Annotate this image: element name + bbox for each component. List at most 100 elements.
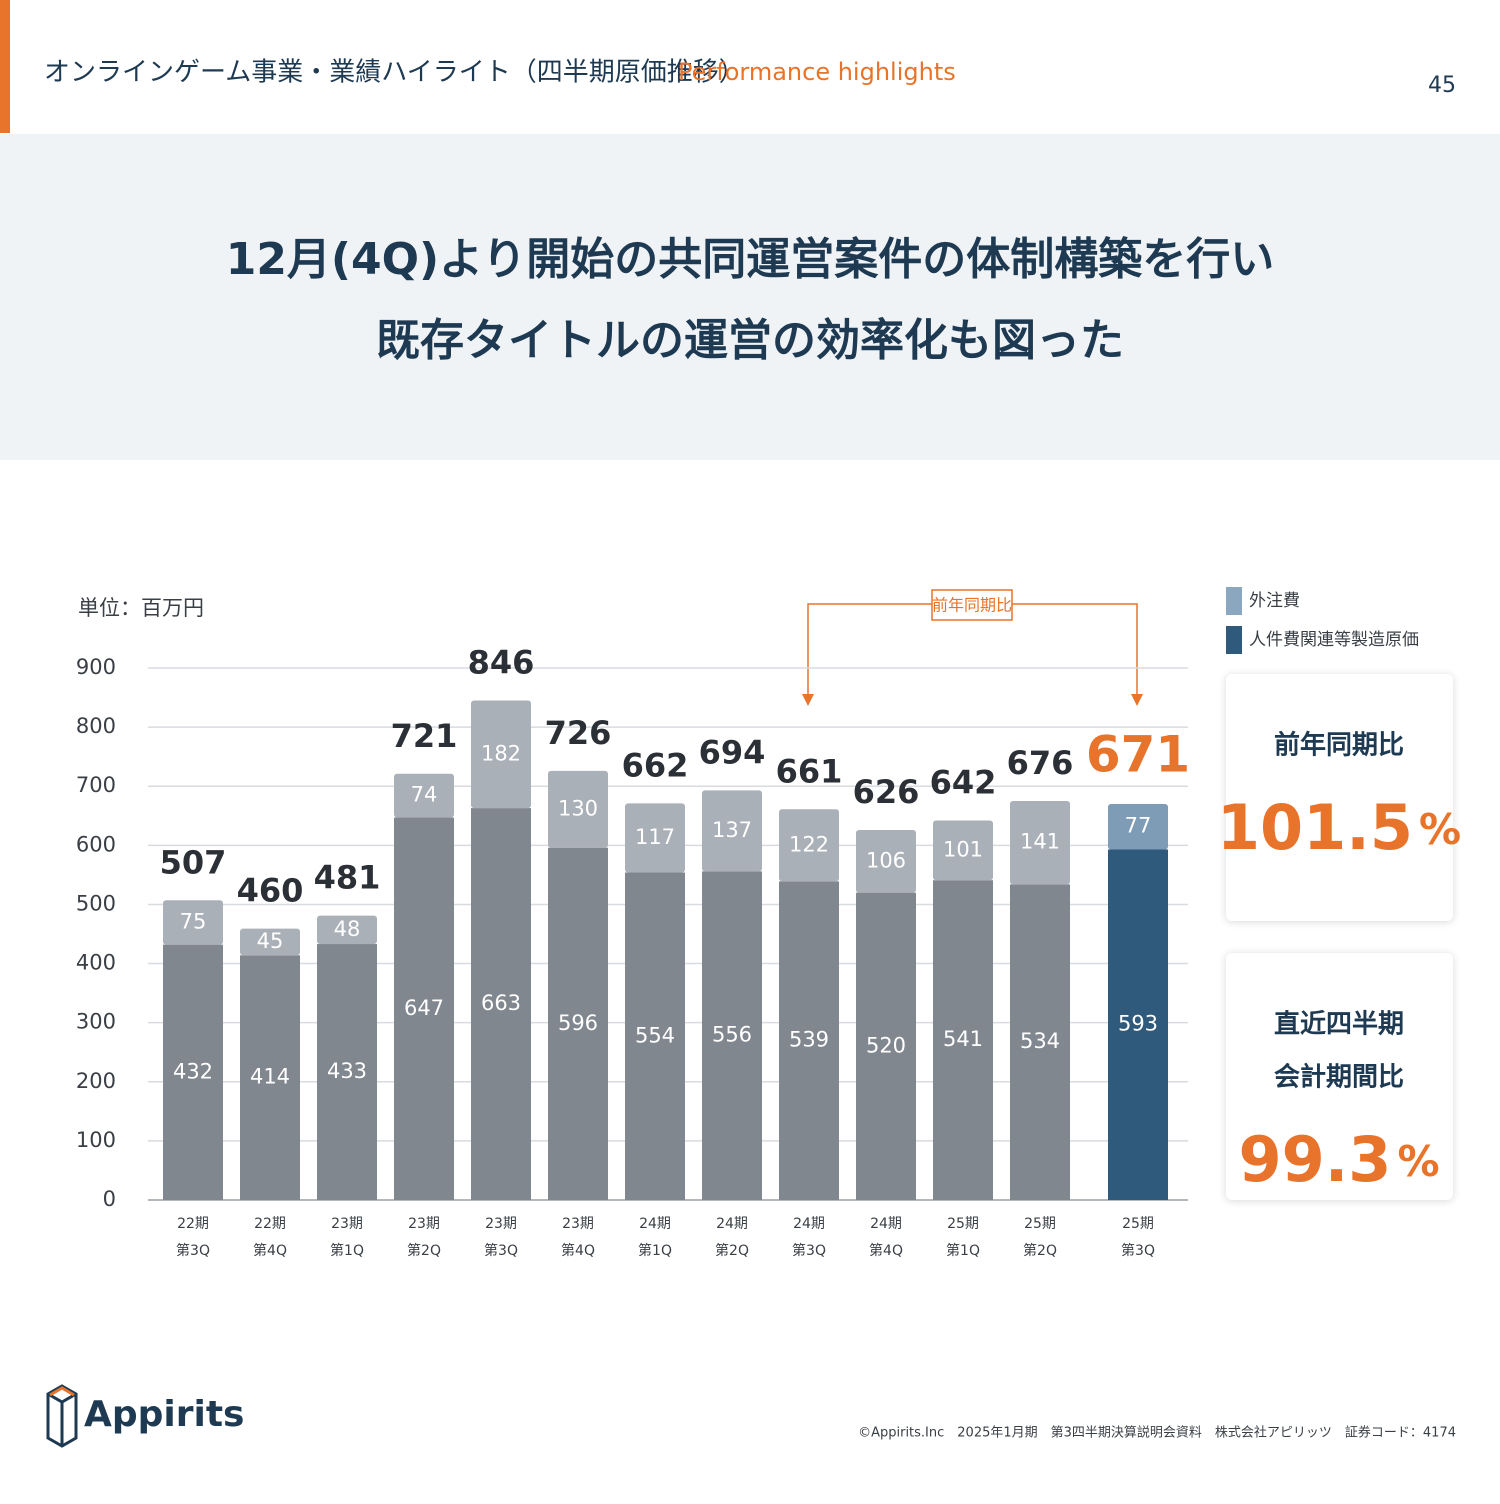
logo: Appirits [46, 1384, 244, 1448]
slide-title: オンラインゲーム事業・業績ハイライト（四半期原価推移） [44, 58, 745, 88]
legend-swatch [1226, 587, 1242, 615]
x-tick-label: 第1Q [330, 1242, 364, 1259]
kpi-value-line: 101.5% [1217, 791, 1461, 864]
legend-label: 外注費 [1249, 591, 1300, 611]
segment-label: 534 [1020, 1029, 1060, 1053]
y-tick-label: 500 [76, 891, 116, 915]
bar-segment [1010, 884, 1070, 1200]
x-tick-label: 25期 [947, 1216, 979, 1232]
bar-segment [1108, 803, 1168, 850]
legend-label: 人件費関連等製造原価 [1249, 630, 1419, 650]
kpi-label: 会計期間比 [1274, 1062, 1404, 1093]
x-tick-label: 24期 [793, 1216, 825, 1232]
x-tick-label: 25期 [1024, 1216, 1056, 1232]
x-tick-label: 第3Q [176, 1242, 210, 1259]
x-tick-label: 24期 [716, 1216, 748, 1232]
total-label: 721 [391, 717, 458, 755]
logo-accent [49, 1386, 75, 1397]
bar-segment [856, 892, 916, 1200]
total-label: 662 [622, 746, 689, 784]
y-tick-label: 600 [76, 832, 116, 856]
bar-segment [471, 808, 531, 1200]
x-tick-label: 23期 [408, 1216, 440, 1232]
bar-segment [240, 955, 300, 1200]
arrow-heads [802, 694, 1143, 706]
bar-segment [548, 770, 608, 848]
bar-segment [702, 790, 762, 872]
total-label: 671 [1086, 725, 1190, 783]
segment-label: 539 [789, 1028, 829, 1052]
kpi-label: 前年同期比 [1274, 730, 1404, 761]
headline: 既存タイトルの運営の効率化も図った [376, 315, 1124, 366]
segment-label: 520 [866, 1033, 906, 1057]
bar-segment [317, 915, 377, 945]
bar-segment [471, 700, 531, 809]
x-tick-label: 23期 [331, 1216, 363, 1232]
segment-label: 130 [558, 796, 598, 820]
x-tick-label: 23期 [562, 1216, 594, 1232]
x-tick-label: 24期 [870, 1216, 902, 1232]
bar-segment [702, 871, 762, 1200]
x-tick-label: 第4Q [561, 1242, 595, 1259]
bar-segment [625, 872, 685, 1200]
bar-segment [779, 809, 839, 882]
logo-text: Appirits [84, 1394, 244, 1435]
bar-segment [933, 820, 993, 881]
slide-subtitle: Performance highlights [678, 58, 956, 86]
total-label: 694 [699, 733, 766, 771]
legend-swatch [1226, 626, 1242, 654]
segment-label: 554 [635, 1023, 675, 1047]
kpi-value: 101.5 [1217, 791, 1413, 864]
segment-label: 45 [257, 929, 284, 953]
x-tick-label: 22期 [177, 1216, 209, 1232]
segment-label: 593 [1118, 1012, 1158, 1036]
segment-label: 182 [481, 741, 521, 765]
segment-label: 432 [173, 1059, 213, 1083]
x-tick-label: 第2Q [1023, 1242, 1057, 1259]
total-label: 642 [930, 764, 997, 802]
segment-label: 141 [1020, 830, 1060, 854]
kpi-card [1226, 953, 1453, 1200]
headline: 12月(4Q)より開始の共同運営案件の体制構築を行い [226, 234, 1275, 285]
segment-label: 556 [712, 1023, 752, 1047]
total-label: 626 [853, 773, 920, 811]
segment-label: 647 [404, 996, 444, 1020]
x-tick-label: 22期 [254, 1216, 286, 1232]
y-tick-label: 200 [76, 1069, 116, 1093]
total-label: 726 [545, 714, 612, 752]
bar-segment [163, 900, 223, 945]
segment-label: 106 [866, 848, 906, 872]
total-label: 676 [1007, 744, 1074, 782]
x-tick-label: 23期 [485, 1216, 517, 1232]
total-label: 507 [160, 843, 227, 881]
x-tick-label: 第4Q [869, 1242, 903, 1259]
x-tick-label: 第2Q [715, 1242, 749, 1259]
total-label: 460 [237, 872, 304, 910]
y-tick-label: 800 [76, 714, 116, 738]
x-tick-label: 第1Q [638, 1242, 672, 1259]
bar-segment [394, 817, 454, 1200]
kpi-unit: % [1419, 805, 1461, 854]
total-label: 846 [468, 644, 535, 682]
y-tick-label: 300 [76, 1010, 116, 1034]
segment-label: 122 [789, 832, 829, 856]
bar-segment [240, 928, 300, 956]
bar-segment [779, 881, 839, 1200]
bar-segment [1010, 801, 1070, 885]
page-number: 45 [1428, 73, 1456, 98]
bar-segment [625, 803, 685, 873]
kpi-label: 直近四半期 [1274, 1010, 1404, 1040]
x-tick-label: 第1Q [946, 1242, 980, 1259]
annotation-text: 前年同期比 [932, 596, 1012, 615]
segment-label: 75 [180, 909, 207, 933]
segment-label: 596 [558, 1011, 598, 1035]
segment-label: 101 [943, 837, 983, 861]
x-tick-label: 第4Q [253, 1242, 287, 1259]
bar-segment [163, 944, 223, 1200]
kpi-unit: % [1397, 1137, 1439, 1186]
headline-band [0, 134, 1500, 460]
kpi-value: 99.3 [1238, 1123, 1391, 1196]
accent-bar [0, 0, 10, 133]
x-tick-label: 第3Q [484, 1242, 518, 1259]
segment-label: 117 [635, 825, 675, 849]
